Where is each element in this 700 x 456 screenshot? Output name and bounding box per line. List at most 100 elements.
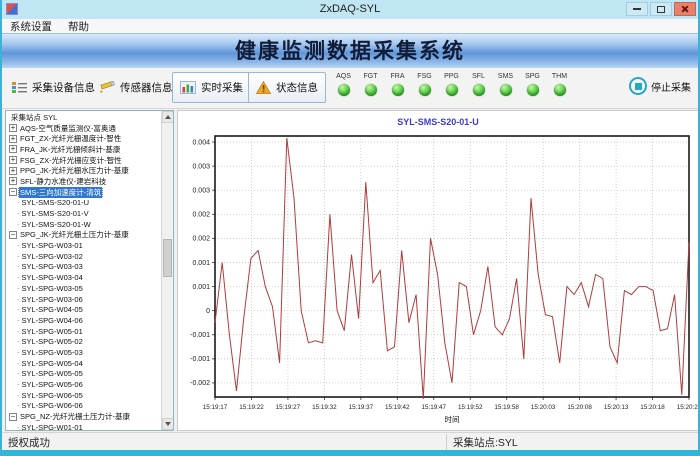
tree-item-label: SYL-SPG-W04-06	[21, 315, 83, 325]
channel-sms: SMS	[492, 72, 519, 96]
tree-item-label: SYL-SMS-S20-01-V	[21, 209, 89, 219]
tree-item[interactable]: - SYL-SPG-W05-02	[6, 336, 161, 347]
expand-icon[interactable]: +	[9, 144, 17, 154]
tree-item-label: PPG_JK-光纤光栅水压力计-基康	[20, 166, 129, 176]
tree-item[interactable]: - SYL-SPG-W03-01	[6, 240, 161, 251]
channel-spg: SPG	[519, 72, 546, 96]
chart-panel: SYL-SMS-S20-01-U 15:19:17 15:19:22 15:19:2…	[177, 110, 698, 431]
channel-label: SPG	[525, 73, 540, 80]
tree-item[interactable]: + FGT_ZX-光纤光栅温度计-智性	[6, 133, 161, 144]
green-led-icon	[364, 84, 377, 96]
scroll-up-icon[interactable]	[162, 111, 173, 123]
close-button[interactable]	[674, 2, 696, 16]
tree-connector: -	[17, 326, 20, 336]
menu-help[interactable]: 帮助	[68, 20, 89, 33]
expand-icon[interactable]: +	[9, 165, 17, 175]
status-info-button[interactable]: 状态信息	[248, 72, 326, 103]
stop-collect-label: 停止采集	[651, 82, 691, 94]
tree-item[interactable]: + SFL-静力水准仪-建岩科技	[6, 176, 161, 187]
warning-icon	[256, 81, 271, 94]
tree-item-label: SYL-SPG-W05-02	[21, 337, 83, 347]
tree-item[interactable]: - SYL-SPG-W03-03	[6, 262, 161, 273]
tree-item[interactable]: - SYL-SMS-S20-01-V	[6, 208, 161, 219]
tree-item[interactable]: - SYL-SPG-W05-06	[6, 379, 161, 390]
x-tick-label: 15:19:58	[494, 404, 519, 411]
tree-item[interactable]: + FRA_JK-光纤光栅倾斜计-基康	[6, 144, 161, 155]
x-tick-label: 15:20:18	[640, 404, 665, 411]
tree-connector: -	[17, 422, 20, 431]
expand-icon[interactable]: +	[9, 123, 17, 133]
tree-item[interactable]: - SYL-SPG-W03-02	[6, 251, 161, 262]
tree-item[interactable]: - SYL-SPG-W05-01	[6, 326, 161, 337]
tree-item[interactable]: - SYL-SPG-W06-06	[6, 401, 161, 412]
tree-connector: -	[17, 305, 20, 315]
y-tick-label: -0.002	[190, 380, 210, 387]
maximize-button[interactable]	[650, 2, 672, 16]
tree-item[interactable]: - SYL-SMS-S20-01-U	[6, 198, 161, 209]
sensor-info-button[interactable]: 传感器信息	[92, 72, 180, 103]
tree-item-label: SYL-SPG-W05-04	[21, 358, 83, 368]
expand-icon[interactable]: +	[9, 176, 17, 186]
realtime-collect-button[interactable]: 实时采集	[172, 72, 251, 103]
tree-item[interactable]: - SYL-SPG-W06-05	[6, 390, 161, 401]
y-tick-label: 0.002	[192, 212, 210, 219]
tree-item[interactable]: - SYL-SPG-W04-06	[6, 315, 161, 326]
y-tick-label: 0.003	[192, 163, 210, 170]
tree-item[interactable]: − SPG_NZ-光纤光栅土压力计-基康	[6, 411, 161, 422]
scroll-down-icon[interactable]	[162, 418, 173, 430]
tree-item-label: SPG_JK-光纤光栅土压力计-基康	[20, 230, 129, 240]
tree-item-label: SYL-SPG-W05-05	[21, 369, 83, 379]
tree-item[interactable]: - SYL-SPG-W03-04	[6, 272, 161, 283]
y-tick-label: -0.001	[190, 356, 210, 363]
tree-item[interactable]: − SMS-三向加速度计-清筑	[6, 186, 161, 198]
tree-item[interactable]: 采集站点 SYL	[6, 112, 161, 123]
status-info-label: 状态信息	[276, 82, 318, 94]
tree-item[interactable]: − SPG_JK-光纤光栅土压力计-基康	[6, 230, 161, 241]
tree-item[interactable]: + PPG_JK-光纤光栅水压力计-基康	[6, 165, 161, 176]
status-divider	[446, 434, 447, 450]
tree-item[interactable]: - SYL-SMS-S20-01-W	[6, 219, 161, 230]
tree-item[interactable]: + FSG_ZX-光纤光栅应变计-智性	[6, 155, 161, 166]
sensor-tree: 采集站点 SYL + AQS-空气质量监测仪-富奥通 + FGT_ZX-光纤光栅温度计-…	[6, 112, 161, 431]
tree-connector: -	[17, 390, 20, 400]
x-tick-label: 15:19:42	[385, 404, 410, 411]
tree-item[interactable]: - SYL-SPG-W05-03	[6, 347, 161, 358]
tree-item[interactable]: - SYL-SPG-W03-05	[6, 283, 161, 294]
tree-item[interactable]: - SYL-SPG-W05-04	[6, 358, 161, 369]
device-info-button[interactable]: 采集设备信息	[5, 72, 102, 103]
x-tick-label: 15:19:22	[239, 404, 264, 411]
x-tick-label: 15:19:27	[276, 404, 301, 411]
menu-system-settings[interactable]: 系统设置	[10, 20, 52, 33]
green-led-icon	[526, 84, 539, 96]
status-bar: 授权成功 采集站点:SYL	[2, 432, 698, 451]
expand-icon[interactable]: +	[9, 133, 17, 143]
scroll-thumb[interactable]	[163, 239, 172, 277]
channel-ppg: PPG	[438, 72, 465, 96]
tree-item[interactable]: - SYL-SPG-W04-05	[6, 304, 161, 315]
tree-connector: -	[17, 283, 20, 293]
collapse-icon[interactable]: −	[9, 229, 17, 239]
y-tick-label: 0.003	[192, 188, 210, 195]
channel-label: SFL	[472, 73, 485, 80]
x-tick-label: 15:19:17	[203, 404, 228, 411]
collapse-icon[interactable]: −	[9, 411, 17, 421]
stop-collect-button[interactable]: 停止采集	[629, 77, 691, 95]
y-tick-label: 0	[206, 308, 210, 315]
x-tick-label: 15:20:13	[604, 404, 629, 411]
x-tick-label: 15:19:52	[458, 404, 483, 411]
tree-item-label: SYL-SPG-W05-06	[21, 380, 83, 390]
maximize-icon	[657, 5, 665, 13]
expand-icon[interactable]: +	[9, 155, 17, 165]
minimize-icon	[633, 8, 641, 10]
page-title: 健康监测数据采集系统	[235, 40, 465, 63]
tree-scrollbar[interactable]	[161, 111, 173, 430]
minimize-button[interactable]	[626, 2, 648, 16]
tree-item[interactable]: + AQS-空气质量监测仪-富奥通	[6, 123, 161, 134]
collapse-icon[interactable]: −	[9, 187, 17, 197]
tree-item[interactable]: - SYL-SPG-W01-01	[6, 422, 161, 431]
tree-item[interactable]: - SYL-SPG-W05-05	[6, 369, 161, 380]
x-tick-label: 15:19:32	[312, 404, 337, 411]
tree-item[interactable]: - SYL-SPG-W03-06	[6, 294, 161, 305]
window-bottom-border	[2, 450, 698, 456]
